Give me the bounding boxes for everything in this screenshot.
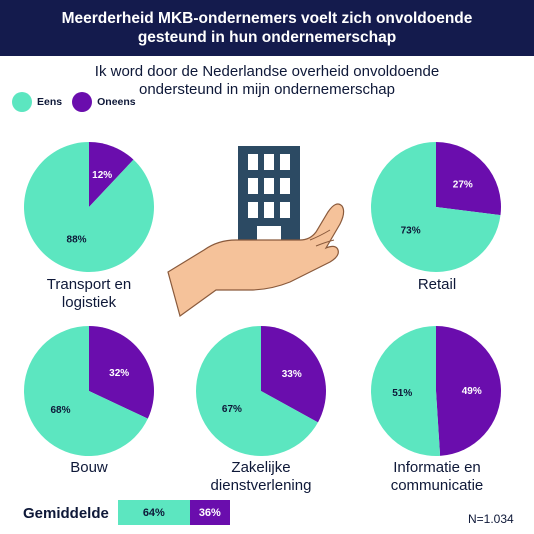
pie-label-oneens: 12% bbox=[92, 170, 112, 181]
pie-label-oneens: 27% bbox=[453, 179, 473, 190]
pie-label-eens: 51% bbox=[392, 388, 412, 399]
pie-label-oneens: 32% bbox=[109, 368, 129, 379]
pie-category-bouw: Bouw bbox=[9, 459, 169, 477]
pie-category-zakelijke: Zakelijke dienstverlening bbox=[181, 459, 341, 495]
legend-label-oneens: Oneens bbox=[97, 96, 136, 108]
average-segment-eens: 64% bbox=[118, 500, 190, 525]
pie-slice-oneens bbox=[89, 142, 134, 207]
legend-swatch-oneens bbox=[72, 92, 93, 112]
pie-label-eens: 73% bbox=[401, 225, 421, 236]
pie-slice-eens bbox=[24, 142, 155, 272]
pie-slice-oneens bbox=[261, 326, 326, 423]
pie-label-eens: 88% bbox=[67, 234, 87, 245]
pie-category-line: Informatie en bbox=[393, 459, 481, 476]
hand-shape bbox=[167, 203, 345, 317]
pie-slice-eens bbox=[371, 326, 441, 456]
pie-label-oneens: 33% bbox=[282, 369, 302, 380]
pie-category-retail: Retail bbox=[357, 276, 517, 294]
pie-category-transport: Transport en logistiek bbox=[9, 276, 169, 312]
pie-slice-eens bbox=[371, 142, 501, 273]
pie-category-line: Retail bbox=[417, 276, 457, 293]
pie-slice-eens bbox=[23, 326, 148, 456]
header-banner: Meerderheid MKB-ondernemers voelt zich o… bbox=[0, 0, 534, 56]
pie-slice-oneens bbox=[89, 326, 154, 419]
pie-category-line: Bouw bbox=[70, 459, 108, 476]
pie-category-line: communicatie bbox=[390, 477, 484, 494]
pie-label-eens: 67% bbox=[222, 404, 242, 415]
legend-item-eens: Eens bbox=[12, 92, 62, 112]
pie-slice-eens bbox=[196, 326, 318, 457]
legend-label-eens: Eens bbox=[37, 96, 63, 108]
pie-label-oneens: 49% bbox=[462, 386, 482, 397]
chart-subtitle: Ik word door de Nederlandse overheid onv… bbox=[94, 63, 440, 98]
pie-slice-oneens bbox=[436, 326, 502, 456]
legend-swatch-eens bbox=[12, 92, 32, 112]
legend: Eens Oneens bbox=[12, 92, 146, 112]
chart-title: Meerderheid MKB-ondernemers voelt zich o… bbox=[61, 10, 473, 46]
pie-category-line: Transport en bbox=[46, 276, 132, 293]
pie-category-line: dienstverlening bbox=[210, 477, 312, 494]
pie-slice-oneens bbox=[436, 142, 501, 216]
average-bar: 64% 36% bbox=[118, 500, 230, 525]
average-label: Gemiddelde bbox=[23, 505, 109, 522]
pie-label-eens: 68% bbox=[50, 405, 70, 416]
sample-size: N=1.034 bbox=[468, 512, 514, 526]
legend-item-oneens: Oneens bbox=[72, 92, 136, 112]
pie-category-line: logistiek bbox=[61, 294, 117, 311]
pie-category-line: Zakelijke bbox=[231, 459, 291, 476]
pie-category-informatie: Informatie en communicatie bbox=[357, 459, 517, 495]
hand-holding-building-icon bbox=[167, 146, 345, 317]
average-segment-oneens: 36% bbox=[189, 500, 230, 525]
